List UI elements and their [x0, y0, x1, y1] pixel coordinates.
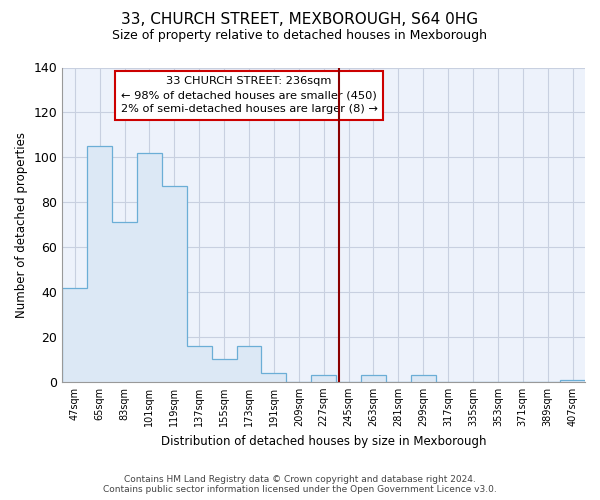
Text: Contains HM Land Registry data © Crown copyright and database right 2024.
Contai: Contains HM Land Registry data © Crown c…: [103, 474, 497, 494]
X-axis label: Distribution of detached houses by size in Mexborough: Distribution of detached houses by size …: [161, 434, 487, 448]
Text: 33, CHURCH STREET, MEXBOROUGH, S64 0HG: 33, CHURCH STREET, MEXBOROUGH, S64 0HG: [121, 12, 479, 28]
Text: 33 CHURCH STREET: 236sqm
← 98% of detached houses are smaller (450)
2% of semi-d: 33 CHURCH STREET: 236sqm ← 98% of detach…: [121, 76, 377, 114]
Y-axis label: Number of detached properties: Number of detached properties: [15, 132, 28, 318]
Text: Size of property relative to detached houses in Mexborough: Size of property relative to detached ho…: [113, 29, 487, 42]
